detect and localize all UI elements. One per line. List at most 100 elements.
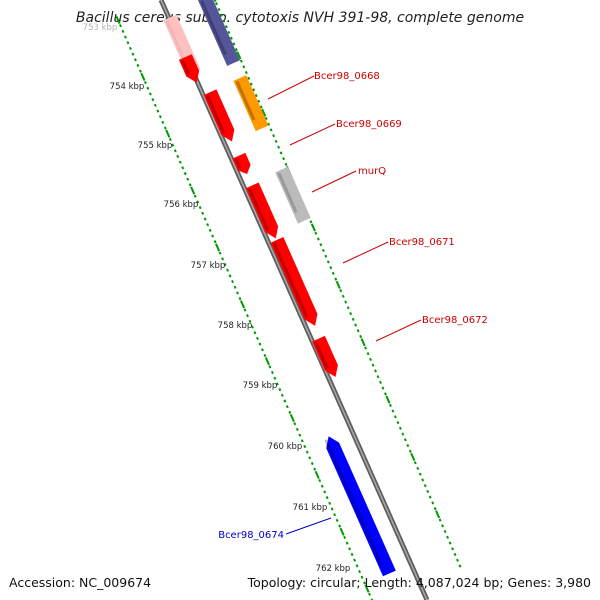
cds-gray-murq[interactable] (275, 166, 311, 224)
left-scale-tick (248, 319, 252, 323)
left-scale-tick (131, 52, 135, 56)
gene-label-bcer98-0674[interactable]: Bcer98_0674 (218, 517, 332, 541)
left-scale-tick (126, 41, 130, 45)
right-scale-tick (441, 524, 445, 528)
cds-red-1[interactable] (178, 54, 200, 83)
left-scale-tick (236, 291, 239, 295)
left-scale-tick (313, 467, 317, 471)
gene-label-murq[interactable]: murQ (311, 166, 386, 193)
right-scale-tick (274, 139, 278, 144)
left-scale-tick (193, 194, 197, 198)
left-scale-tick (345, 541, 349, 545)
cds-purple[interactable] (197, 0, 240, 66)
right-scale-tick (215, 2, 218, 6)
cds-blue-bcer98-0674[interactable] (326, 436, 396, 577)
gene-label-text: Bcer98_0669 (336, 119, 402, 130)
left-scale-tick (233, 285, 237, 289)
right-scale-tick (408, 449, 412, 453)
left-scale-tick (239, 300, 246, 309)
right-scale-tick (401, 432, 405, 436)
cds-red-5[interactable] (270, 237, 318, 326)
right-scale-tick (451, 547, 454, 551)
gene-label-bcer98-0672[interactable]: Bcer98_0672 (375, 315, 488, 342)
left-scale-tick (138, 69, 142, 73)
left-scale-tick (206, 223, 210, 227)
left-scale-tick (300, 439, 304, 443)
left-scale-tick (213, 240, 217, 244)
right-scale-tick (443, 529, 447, 534)
left-scale-tick (190, 186, 196, 195)
left-scale-tick (338, 524, 342, 528)
kbp-label-760: 760 kbp (268, 442, 303, 452)
feature-tracks (163, 0, 396, 577)
gene-label-bcer98-0671[interactable]: Bcer98_0671 (342, 237, 455, 264)
kbp-label-754: 754 kbp (110, 82, 145, 92)
right-scale-tick (354, 323, 358, 327)
cds-red-2[interactable] (203, 89, 235, 142)
gene-label-text: Bcer98_0671 (389, 237, 455, 248)
right-scale-tick (326, 260, 330, 264)
left-scale-tick (360, 575, 364, 579)
right-scale-tick (423, 484, 427, 488)
left-scale-tick (211, 234, 215, 238)
right-scale-tick (426, 489, 430, 494)
left-scale-tick (208, 228, 212, 232)
right-scale-tick (232, 42, 236, 46)
left-scale-tick (140, 72, 146, 81)
right-scale-tick (458, 564, 462, 568)
left-scale-tick (273, 376, 277, 380)
left-scale-tick (186, 177, 190, 181)
cds-red-5-shade (272, 242, 309, 319)
left-scale-tick (348, 547, 352, 551)
cds-red-3[interactable] (232, 152, 251, 175)
right-scale-tick (229, 36, 233, 40)
left-scale-tick (333, 513, 337, 517)
cds-red-4-shade (248, 188, 270, 231)
right-scale-tick (213, 0, 217, 3)
right-scale-tick (310, 223, 316, 232)
right-scale-tick (284, 162, 288, 166)
kbp-label-756: 756 kbp (164, 200, 199, 210)
right-scale-tick (418, 472, 422, 476)
right-scale-tick (433, 507, 437, 511)
cds-orange-bcer98-0669[interactable] (233, 75, 269, 132)
cds-red-6-shade (314, 341, 329, 370)
right-scale-tick (349, 311, 353, 316)
right-scale-tick (324, 254, 328, 258)
left-scale-tick (364, 584, 370, 593)
left-scale-tick (289, 413, 295, 423)
right-scale-tick (267, 122, 271, 126)
right-scale-tick (369, 357, 372, 362)
right-scale-tick (384, 392, 387, 396)
right-scale-tick (413, 461, 417, 465)
left-scale-tick (221, 257, 225, 261)
left-scale-tick (251, 325, 254, 329)
right-scale-tick (428, 495, 432, 499)
kbp-label-753: 753 kbp (83, 23, 118, 33)
left-scale-tick (181, 166, 185, 170)
left-scale-tick (146, 86, 150, 90)
left-scale-tick (201, 211, 205, 215)
kbp-label-759: 759 kbp (243, 381, 278, 391)
right-scale-tick (252, 88, 256, 92)
left-scale-tick (264, 357, 270, 366)
cds-faded-shade (165, 20, 188, 65)
kbp-label-761: 761 kbp (293, 503, 328, 513)
gene-label-bcer98-0669[interactable]: Bcer98_0669 (289, 119, 402, 146)
left-scale-tick (198, 206, 202, 210)
left-scale-tick (178, 160, 182, 164)
right-scale-tick (316, 237, 320, 241)
right-scale-tick (259, 105, 263, 109)
right-scale-tick (410, 452, 416, 462)
left-scale-tick (295, 427, 299, 432)
gene-label-bcer98-0668[interactable]: Bcer98_0668 (267, 71, 380, 100)
left-scale-tick (196, 200, 200, 204)
left-scale-tick (188, 183, 192, 187)
left-scale-tick (320, 484, 324, 488)
right-scale-tick (244, 70, 248, 75)
left-scale-tick (151, 98, 155, 102)
cds-red-6[interactable] (312, 335, 338, 378)
right-scale-tick (391, 409, 395, 413)
cds-red-4[interactable] (245, 182, 279, 239)
left-scale-tick (215, 243, 221, 252)
